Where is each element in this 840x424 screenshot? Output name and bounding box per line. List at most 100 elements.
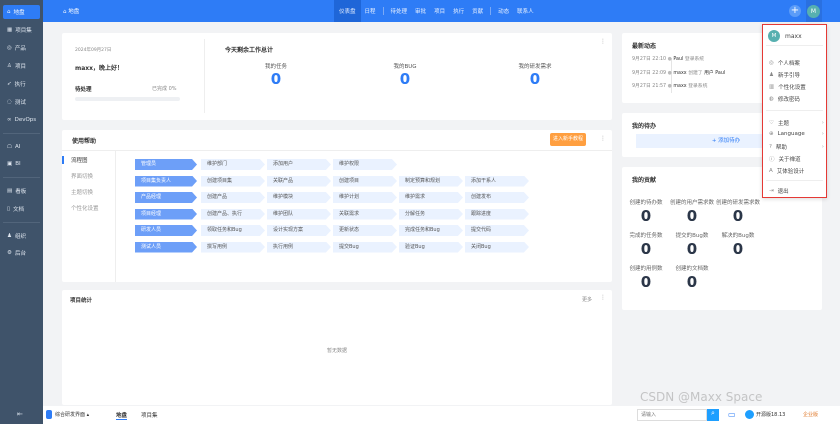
dynamic-item: 9月27日 21:57 ● maxx 登录系统 <box>632 84 708 89</box>
search-icon[interactable]: ⌕ <box>707 409 719 421</box>
sidebar-item-9[interactable]: ▤ 看板 <box>3 184 40 198</box>
flow-step: 维护权限 <box>333 159 397 170</box>
help-tab-2[interactable]: 主题切换 <box>71 190 94 196</box>
help-tab-3[interactable]: 个性化设置 <box>71 206 99 212</box>
menu-item-6[interactable]: ? 帮助 › <box>769 143 824 151</box>
contribution-label: 创建的用户需求数 <box>669 200 714 206</box>
collapse-icon[interactable]: ⇤ <box>17 410 23 418</box>
stat-value: 0 <box>399 70 411 88</box>
flow-role: 研发人员 <box>135 225 197 236</box>
sidebar-item-6[interactable]: ∞ DevOps <box>3 113 40 127</box>
sidebar-item-label: BI <box>15 161 21 167</box>
nav-tab-3[interactable]: 审批 <box>415 9 427 15</box>
divider <box>62 150 612 151</box>
breadcrumb[interactable]: ⌂ 地盘 <box>63 9 80 15</box>
date: 2024年09月27日 <box>75 48 112 53</box>
flow-step: 创建项目 <box>333 175 397 187</box>
menu-avatar: M <box>768 30 780 42</box>
flow-step: 完成任务和Bug <box>399 225 463 236</box>
flow-step: 跟踪进度 <box>465 208 529 220</box>
menu-item-0[interactable]: ◎ 个人档案 <box>769 59 824 67</box>
today-stat[interactable]: 我的任务 0 <box>236 62 316 88</box>
nav-tab-6[interactable]: 贡献 <box>472 9 484 15</box>
test-icon: ◌ <box>7 99 12 105</box>
dynamic-time: 9月27日 21:57 <box>632 84 667 89</box>
contribution-value: 0 <box>640 207 652 225</box>
menu-item-2[interactable]: ▥ 个性化设置 <box>769 83 824 91</box>
sidebar-item-12[interactable]: ⚙ 后台 <box>3 246 40 260</box>
search-input[interactable] <box>637 409 707 421</box>
more-icon[interactable]: ⋮ <box>600 294 606 301</box>
dynamic-user[interactable]: Paul <box>673 57 684 62</box>
menu-item-4[interactable]: ♡ 主题 › <box>769 119 824 127</box>
sidebar-item-5[interactable]: ◌ 测试 <box>3 95 40 109</box>
project-icon: ♙ <box>7 63 12 69</box>
nav-tab-2[interactable]: 待处理 <box>390 9 408 15</box>
nav-tab-1[interactable]: 日程 <box>364 9 376 15</box>
dynamic-time: 9月27日 22:09 <box>632 70 667 76</box>
sidebar-item-11[interactable]: ♟ 组织 <box>3 229 40 243</box>
nav-tab-8[interactable]: 联系人 <box>517 9 534 15</box>
tutorial-button[interactable]: 进入新手教程 <box>550 133 587 146</box>
sidebar-item-0[interactable]: ⌂ 地盘 <box>3 5 40 19</box>
enterprise-link[interactable]: 企业版 <box>803 412 819 418</box>
more-link[interactable]: 更多 <box>582 297 593 303</box>
nav-tab-7[interactable]: 动态 <box>498 9 510 15</box>
sidebar-item-10[interactable]: ▯ 文档 <box>3 202 40 216</box>
interface-switch[interactable]: 综合研发界面 ▴ <box>55 412 90 418</box>
sidebar-item-3[interactable]: ♙ 项目 <box>3 59 40 73</box>
version-label[interactable]: 开源版18.13 <box>756 412 786 418</box>
more-icon[interactable]: ⋮ <box>600 38 606 45</box>
more-icon[interactable]: ⋮ <box>600 135 606 142</box>
nav-tab-0[interactable]: 仪表盘 <box>334 0 361 22</box>
sidebar-divider <box>3 177 40 178</box>
menu-item-1[interactable]: ♟ 新手引导 <box>769 71 824 79</box>
sidebar-item-2[interactable]: ◎ 产品 <box>3 41 40 55</box>
nav-tab-5[interactable]: 执行 <box>453 9 465 15</box>
today-stat[interactable]: 我的研发需求 0 <box>495 62 575 88</box>
sidebar-item-8[interactable]: ▣ BI <box>3 157 40 171</box>
help-tab-1[interactable]: 界面切换 <box>71 174 94 180</box>
sidebar-item-7[interactable]: ☖ AI <box>3 140 40 154</box>
flow-step: 创建发布 <box>465 192 529 203</box>
create-plus-button[interactable]: + <box>789 5 801 17</box>
menu-item-label: 主题 <box>777 121 789 127</box>
today-stat[interactable]: 我的BUG 0 <box>365 62 445 88</box>
menu-username: maxx <box>785 33 802 40</box>
dynamic-object[interactable]: 用户 Paul <box>704 70 726 76</box>
contribution-stat: 创建的用户需求数 0 <box>669 198 715 225</box>
contribution-label: 完成的任务数 <box>629 233 663 239</box>
chevron-right-icon: › <box>821 144 824 150</box>
project-stats-title: 项目统计 <box>70 298 93 304</box>
dynamic-user[interactable]: maxx <box>673 70 687 76</box>
sidebar-item-4[interactable]: ➶ 执行 <box>3 77 40 91</box>
sidebar-item-1[interactable]: ▦ 项目集 <box>3 23 40 37</box>
flow-step: 更新状态 <box>333 225 397 236</box>
contribution-stat: 完成的任务数 0 <box>623 231 669 258</box>
shirt-icon: ♡ <box>769 120 774 126</box>
progress-bar <box>75 97 180 101</box>
menu-item-5[interactable]: ⊕ Language › <box>769 131 824 137</box>
menu-item-3[interactable]: ◍ 修改密码 <box>769 95 824 103</box>
menu-item-7[interactable]: ⓘ 关于禅道 <box>769 155 824 163</box>
menu-item-label: 个性化设置 <box>778 85 806 91</box>
bottom-tab-dashboard[interactable]: 地盘 <box>116 413 128 420</box>
sidebar-item-label: 文档 <box>13 207 25 213</box>
flow-step: 关闭Bug <box>465 241 529 253</box>
chevron-right-icon: › <box>821 131 824 137</box>
interface-icon <box>46 410 52 419</box>
dynamic-user[interactable]: maxx <box>673 84 687 89</box>
user-avatar-button[interactable]: M <box>807 5 820 18</box>
help-tab-0[interactable]: 流程图 <box>71 158 88 164</box>
menu-item-8[interactable]: A 艾体验设计 <box>769 167 824 175</box>
menu-item-9[interactable]: ⇥ 退出 <box>769 187 824 195</box>
profile-icon: ◎ <box>769 60 774 66</box>
flow-step: 提交Bug <box>333 241 397 253</box>
chat-icon[interactable]: ▭ <box>728 410 736 419</box>
nav-tab-4[interactable]: 项目 <box>434 9 446 15</box>
sidebar-item-label: 项目 <box>14 64 26 70</box>
stat-value: 0 <box>270 70 282 88</box>
contribution-stat: 提交的Bug数 0 <box>669 231 715 258</box>
sidebar-item-label: 测试 <box>14 100 26 106</box>
bottom-tab-program[interactable]: 项目集 <box>141 413 158 419</box>
